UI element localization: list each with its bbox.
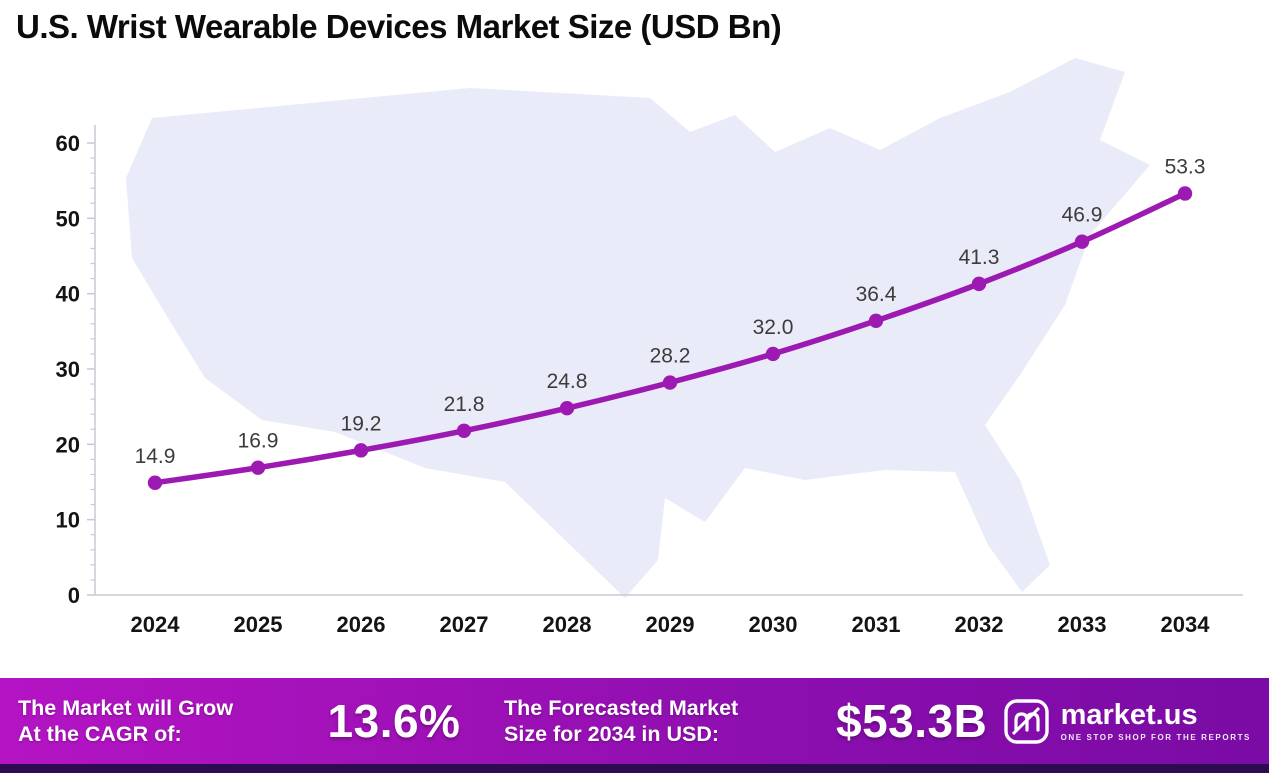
forecast-label: The Forecasted Market Size for 2034 in U… bbox=[504, 695, 822, 747]
x-tick-label: 2030 bbox=[749, 612, 798, 637]
y-tick-label: 30 bbox=[56, 357, 80, 382]
footer-gradient-band: The Market will Grow At the CAGR of: 13.… bbox=[0, 678, 1269, 764]
cagr-label-line2: At the CAGR of: bbox=[18, 722, 182, 746]
forecast-label-line2: Size for 2034 in USD: bbox=[504, 722, 720, 746]
data-point-marker bbox=[1177, 186, 1193, 201]
data-point-label: 19.2 bbox=[341, 412, 382, 435]
data-point-marker bbox=[559, 400, 575, 416]
data-point-label: 53.3 bbox=[1165, 155, 1206, 178]
chart-title: U.S. Wrist Wearable Devices Market Size … bbox=[16, 8, 782, 45]
data-point-marker bbox=[1074, 234, 1090, 249]
data-point-label: 36.4 bbox=[856, 283, 897, 306]
footer-bottom-strip bbox=[0, 764, 1269, 773]
data-point-label: 32.0 bbox=[753, 316, 794, 339]
data-point-label: 24.8 bbox=[547, 370, 588, 393]
y-tick-label: 40 bbox=[56, 282, 80, 307]
data-point-label: 14.9 bbox=[135, 445, 176, 468]
forecast-label-line1: The Forecasted Market bbox=[504, 695, 739, 720]
brand-tagline: ONE STOP SHOP FOR THE REPORTS bbox=[1060, 732, 1251, 742]
y-tick-label: 10 bbox=[56, 508, 80, 533]
data-point-marker bbox=[765, 346, 781, 362]
market-us-logo-icon bbox=[1003, 698, 1049, 744]
x-tick-label: 2034 bbox=[1161, 612, 1211, 637]
x-tick-label: 2029 bbox=[646, 612, 695, 637]
data-point-label: 16.9 bbox=[238, 430, 279, 453]
cagr-label-line1: The Market will Grow bbox=[18, 695, 234, 720]
data-point-label: 21.8 bbox=[444, 393, 485, 416]
brand-text: market.us ONE STOP SHOP FOR THE REPORTS bbox=[1061, 700, 1251, 742]
footer-banner: The Market will Grow At the CAGR of: 13.… bbox=[0, 678, 1269, 773]
y-tick-label: 0 bbox=[68, 583, 80, 608]
data-point-label: 28.2 bbox=[650, 345, 691, 368]
forecast-value: $53.3B bbox=[836, 695, 988, 747]
data-point-marker bbox=[971, 276, 987, 292]
x-tick-label: 2027 bbox=[440, 612, 489, 637]
data-point-label: 41.3 bbox=[959, 246, 1000, 269]
us-map-background-shape bbox=[126, 58, 1150, 598]
brand-logo: market.us ONE STOP SHOP FOR THE REPORTS bbox=[1003, 698, 1251, 745]
data-point-marker bbox=[456, 423, 472, 438]
brand-name: market.us bbox=[1060, 699, 1198, 732]
data-point-marker bbox=[250, 460, 266, 475]
y-tick-label: 20 bbox=[56, 432, 80, 457]
cagr-value: 13.6% bbox=[327, 695, 461, 747]
data-point-marker bbox=[353, 443, 369, 458]
x-tick-label: 2026 bbox=[337, 612, 386, 637]
y-tick-label: 60 bbox=[56, 131, 80, 156]
x-tick-label: 2032 bbox=[955, 612, 1004, 637]
x-tick-label: 2031 bbox=[852, 612, 901, 637]
x-tick-label: 2025 bbox=[234, 612, 283, 637]
x-tick-label: 2033 bbox=[1058, 612, 1107, 637]
x-tick-label: 2028 bbox=[543, 612, 592, 637]
cagr-label: The Market will Grow At the CAGR of: bbox=[18, 695, 310, 747]
data-point-marker bbox=[662, 375, 678, 390]
data-point-marker bbox=[868, 313, 884, 328]
y-tick-label: 50 bbox=[56, 206, 80, 231]
data-point-marker bbox=[147, 475, 163, 490]
x-tick-label: 2024 bbox=[131, 612, 181, 637]
data-point-label: 46.9 bbox=[1062, 204, 1103, 227]
